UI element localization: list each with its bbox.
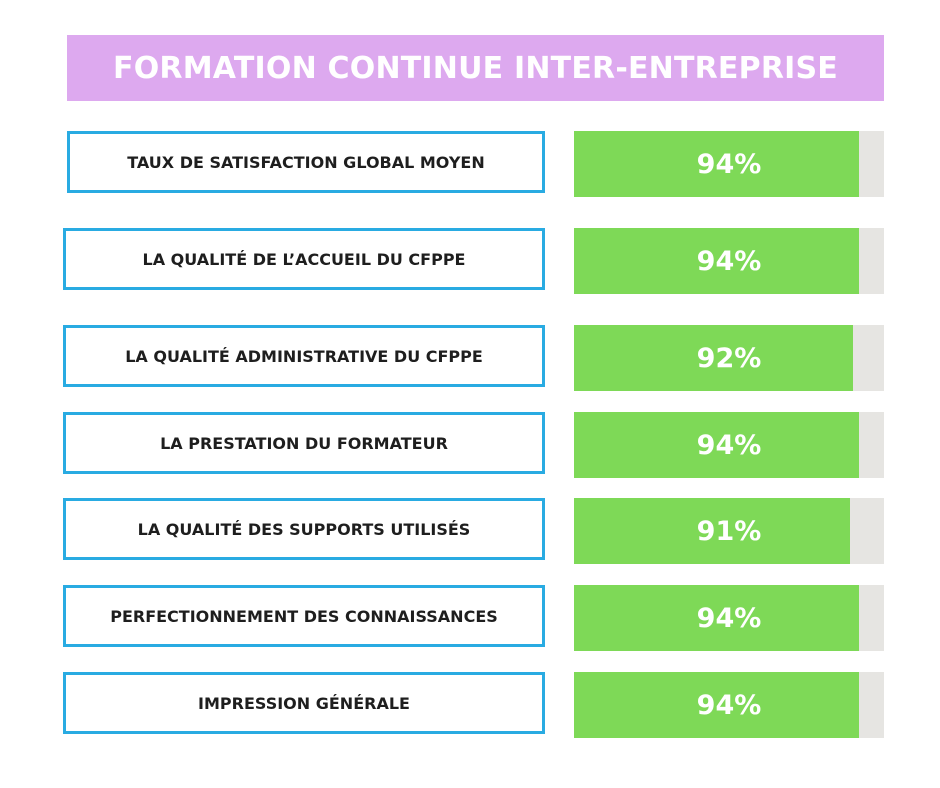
category-label: LA QUALITÉ DES SUPPORTS UTILISÉS [137,519,471,539]
bar [574,585,859,651]
category-label-box: IMPRESSION GÉNÉRALE [63,672,545,734]
category-label: LA PRESTATION DU FORMATEUR [160,433,448,453]
value-label: 94% [696,148,762,180]
category-label: LA QUALITÉ DE L’ACCUEIL DU CFPPE [142,249,466,269]
value-label: 94% [696,602,762,634]
category-label: TAUX DE SATISFACTION GLOBAL MOYEN [127,152,485,172]
category-label: PERFECTIONNEMENT DES CONNAISSANCES [110,606,498,626]
bar-row: LA PRESTATION DU FORMATEUR 94% [0,412,940,478]
bar-track: 94% [574,585,884,651]
value-label: 92% [696,342,762,374]
category-label-box: LA QUALITÉ ADMINISTRATIVE DU CFPPE [63,325,545,387]
category-label-box: TAUX DE SATISFACTION GLOBAL MOYEN [67,131,545,193]
bar-track: 91% [574,498,884,564]
bar [574,412,859,478]
bar [574,228,859,294]
category-label: IMPRESSION GÉNÉRALE [198,693,410,713]
bar-row: IMPRESSION GÉNÉRALE 94% [0,672,940,738]
bar [574,325,853,391]
bar-row: LA QUALITÉ ADMINISTRATIVE DU CFPPE 92% [0,325,940,391]
bar-track: 92% [574,325,884,391]
bar-row: LA QUALITÉ DES SUPPORTS UTILISÉS 91% [0,498,940,564]
bar-row: LA QUALITÉ DE L’ACCUEIL DU CFPPE 94% [0,228,940,294]
bar [574,672,859,738]
bar-row: PERFECTIONNEMENT DES CONNAISSANCES 94% [0,585,940,651]
bar [574,498,850,564]
value-label: 94% [696,245,762,277]
category-label-box: PERFECTIONNEMENT DES CONNAISSANCES [63,585,545,647]
bar-row: TAUX DE SATISFACTION GLOBAL MOYEN 94% [0,131,940,197]
bar-track: 94% [574,131,884,197]
bar-track: 94% [574,228,884,294]
bar-track: 94% [574,672,884,738]
value-label: 94% [696,689,762,721]
category-label-box: LA PRESTATION DU FORMATEUR [63,412,545,474]
chart-title: FORMATION CONTINUE INTER-ENTREPRISE [113,50,838,86]
bar-track: 94% [574,412,884,478]
category-label: LA QUALITÉ ADMINISTRATIVE DU CFPPE [125,346,483,366]
title-banner: FORMATION CONTINUE INTER-ENTREPRISE [67,35,884,101]
bar [574,131,859,197]
category-label-box: LA QUALITÉ DES SUPPORTS UTILISÉS [63,498,545,560]
value-label: 94% [696,429,762,461]
value-label: 91% [696,515,762,547]
category-label-box: LA QUALITÉ DE L’ACCUEIL DU CFPPE [63,228,545,290]
